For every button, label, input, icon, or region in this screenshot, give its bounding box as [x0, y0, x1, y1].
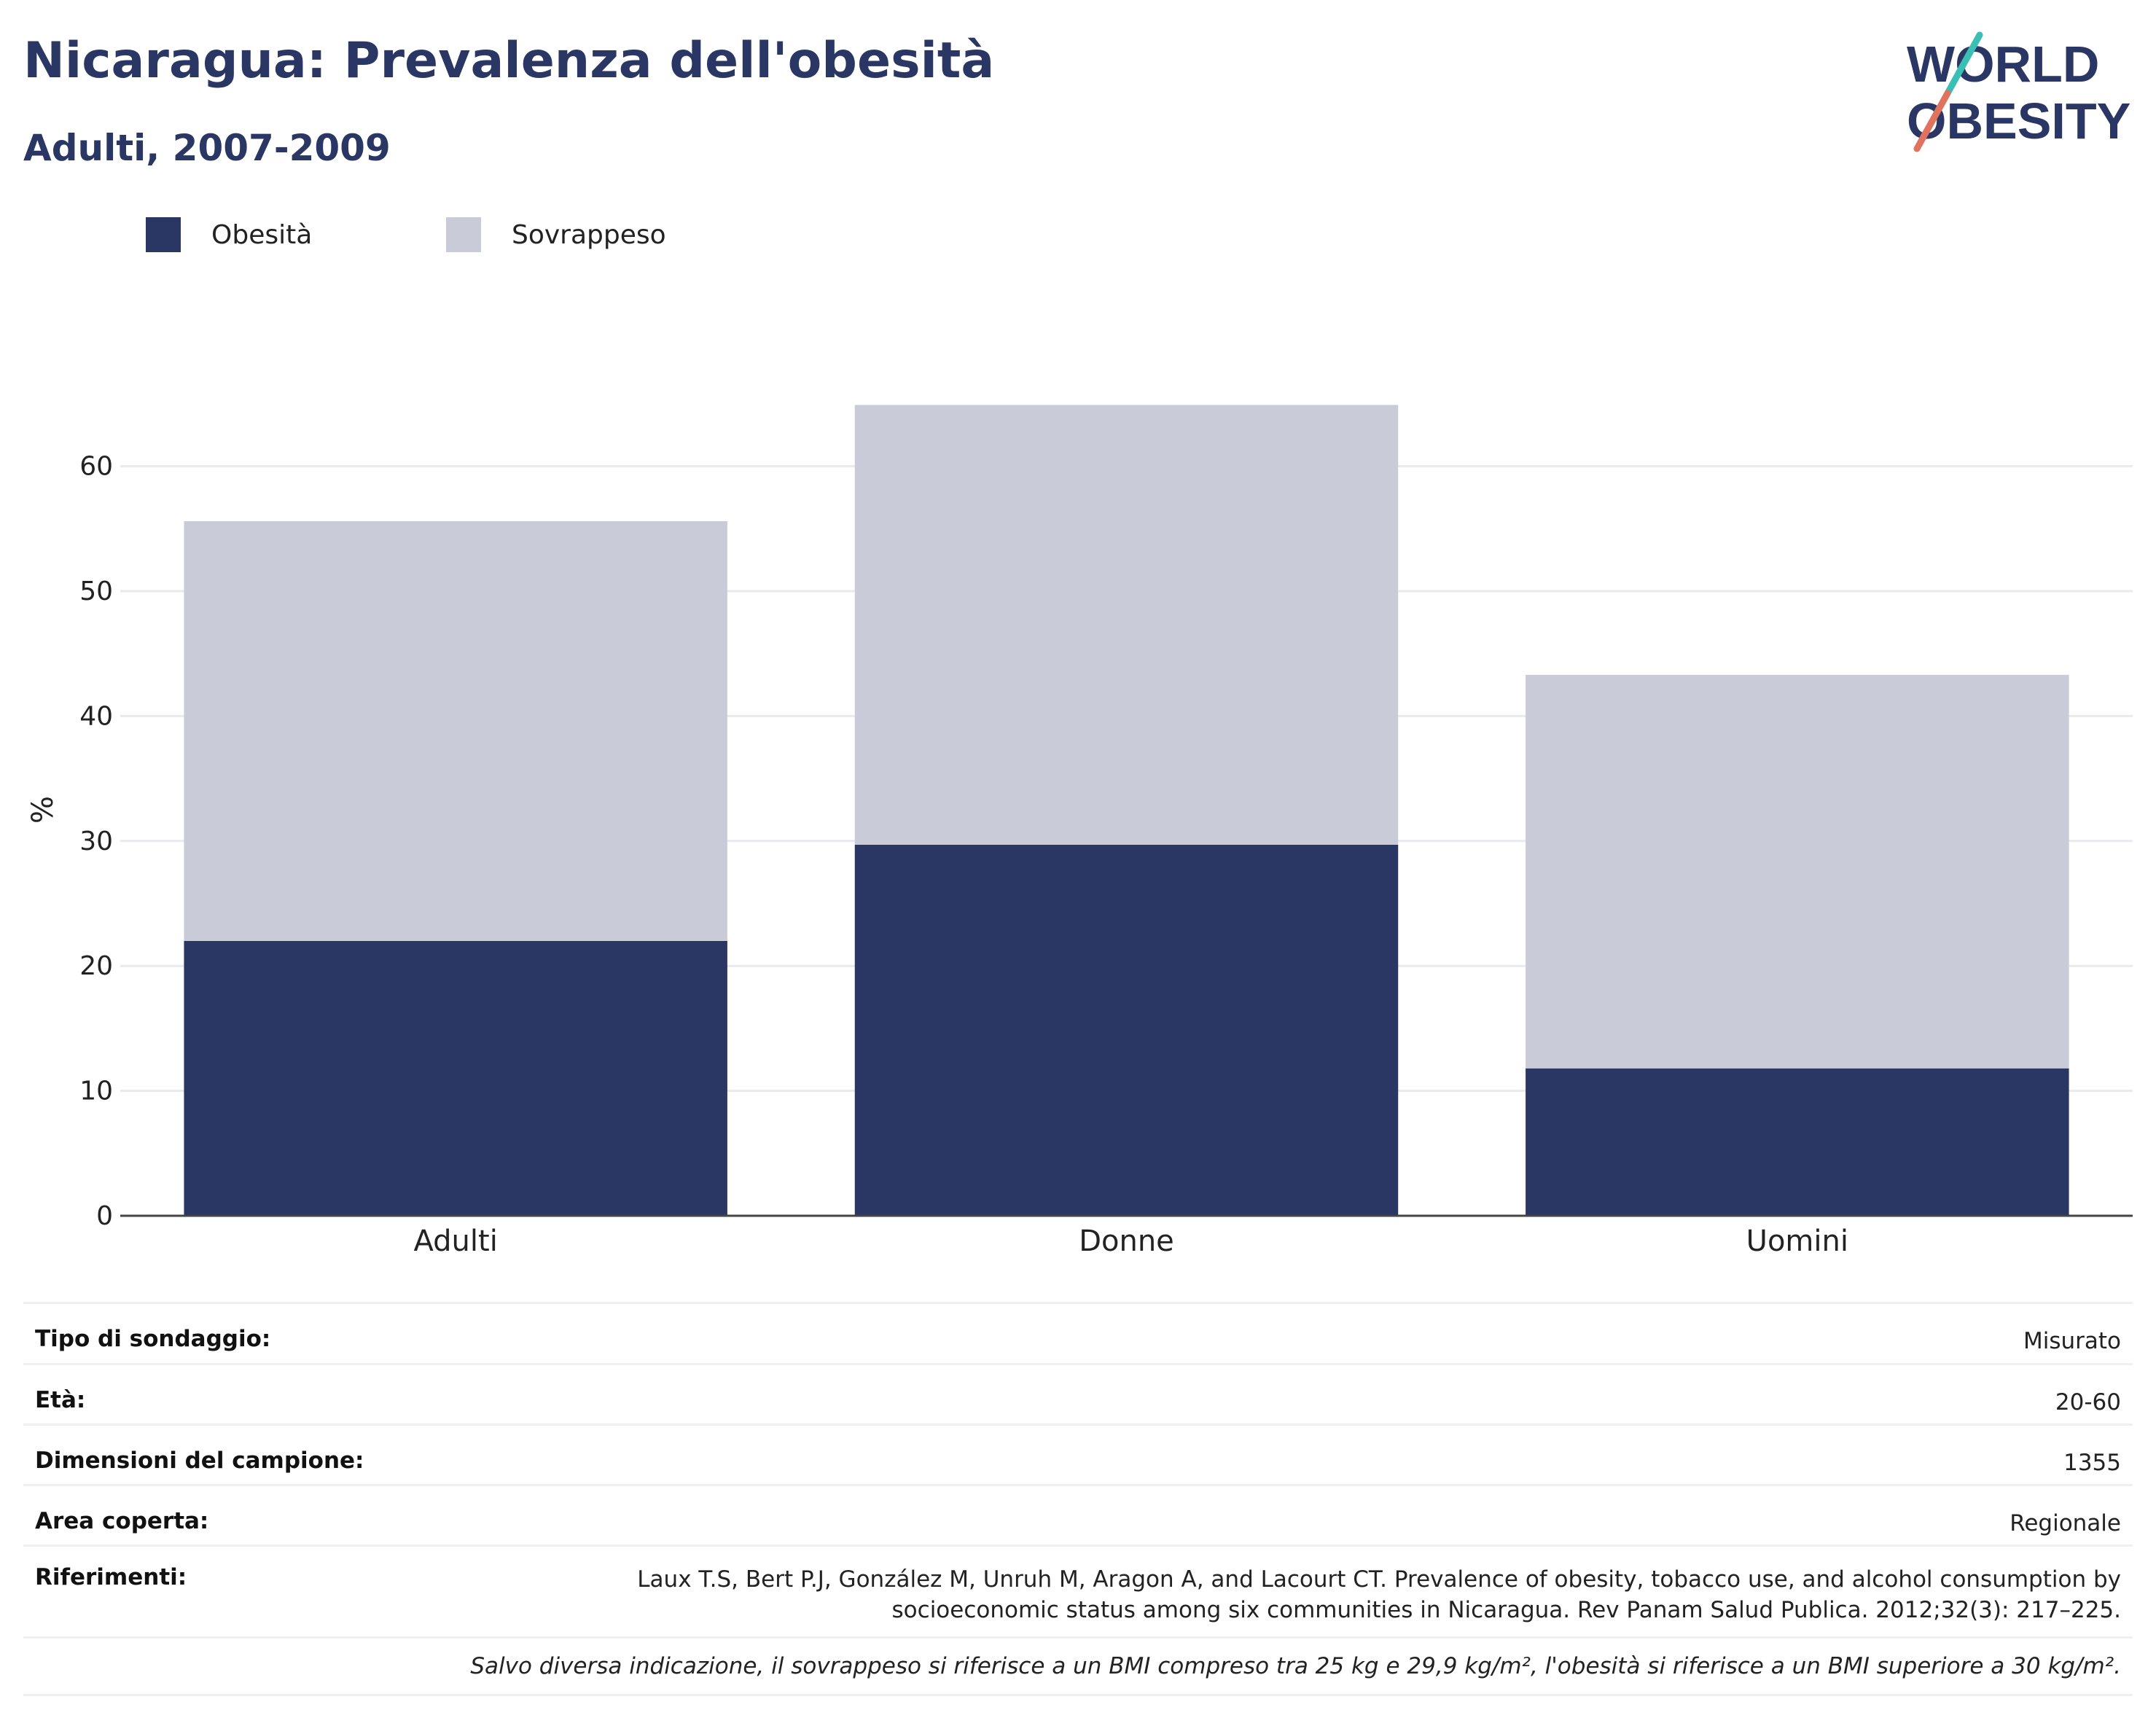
bar-obesità-uomini — [1526, 1068, 2069, 1216]
legend-item-overweight[interactable]: Sovrappeso — [446, 217, 666, 252]
svg-text:WORLD: WORLD — [1907, 36, 2099, 93]
y-tick-label: 20 — [79, 951, 113, 981]
info-row-references: Riferimenti: Laux T.S, Bert P.J, Gonzále… — [23, 1544, 2133, 1636]
info-row-age: Età: 20-60 — [23, 1363, 2133, 1423]
info-value: Regionale — [2009, 1510, 2121, 1536]
world-obesity-logo: WORLD OBESITY — [1907, 31, 2130, 152]
survey-info-table: Tipo di sondaggio: Misurato Età: 20-60 D… — [23, 1302, 2133, 1696]
legend-label-overweight: Sovrappeso — [512, 219, 666, 250]
x-tick-label: Donne — [1079, 1225, 1174, 1258]
info-row-area: Area coperta: Regionale — [23, 1484, 2133, 1544]
bar-obesità-donne — [854, 844, 1399, 1216]
bar-chart: 0 10 20 30 40 50 60% Adulti Donne Uomini — [26, 405, 2133, 1258]
definition-note: Salvo diversa indicazione, il sovrappeso… — [23, 1636, 2133, 1696]
y-tick-label: 10 — [79, 1077, 113, 1106]
info-key: Età: — [35, 1387, 86, 1413]
bar-sovrappeso-uomini — [1526, 674, 2069, 1069]
x-tick-label: Uomini — [1746, 1225, 1848, 1258]
bar-sovrappeso-adulti — [184, 521, 727, 941]
info-key: Area coperta: — [35, 1508, 209, 1534]
page-title: Nicaragua: Prevalenza dell'obesità — [23, 32, 995, 90]
references-line-2: socioeconomic status among six communiti… — [891, 1597, 2121, 1623]
legend-swatch-obesity — [146, 217, 181, 252]
y-tick-label: 60 — [79, 452, 113, 482]
bar-obesità-adulti — [184, 940, 727, 1216]
y-tick-label: 40 — [79, 701, 113, 731]
info-row-survey-type: Tipo di sondaggio: Misurato — [23, 1302, 2133, 1363]
legend-label-obesity: Obesità — [211, 219, 313, 250]
info-row-sample-size: Dimensioni del campione: 1355 — [23, 1423, 2133, 1484]
x-tick-label: Adulti — [414, 1225, 498, 1258]
page-subtitle: Adulti, 2007-2009 — [23, 127, 391, 169]
info-key: Riferimenti: — [35, 1564, 187, 1590]
info-value: 20-60 — [2055, 1389, 2121, 1415]
info-key: Dimensioni del campione: — [35, 1448, 364, 1474]
legend-swatch-overweight — [446, 217, 481, 252]
y-tick-label: 0 — [96, 1201, 113, 1231]
info-value: Misurato — [2023, 1328, 2121, 1354]
info-key: Tipo di sondaggio: — [35, 1326, 271, 1352]
info-value: 1355 — [2063, 1450, 2121, 1476]
y-axis-label: % — [26, 796, 60, 824]
y-tick-label: 30 — [79, 827, 113, 856]
y-tick-label: 50 — [79, 577, 113, 606]
references-text: Laux T.S, Bert P.J, González M, Unruh M,… — [637, 1564, 2121, 1625]
references-line-1: Laux T.S, Bert P.J, González M, Unruh M,… — [637, 1566, 2121, 1593]
bar-sovrappeso-donne — [854, 405, 1399, 845]
legend-item-obesity[interactable]: Obesità — [146, 217, 312, 252]
